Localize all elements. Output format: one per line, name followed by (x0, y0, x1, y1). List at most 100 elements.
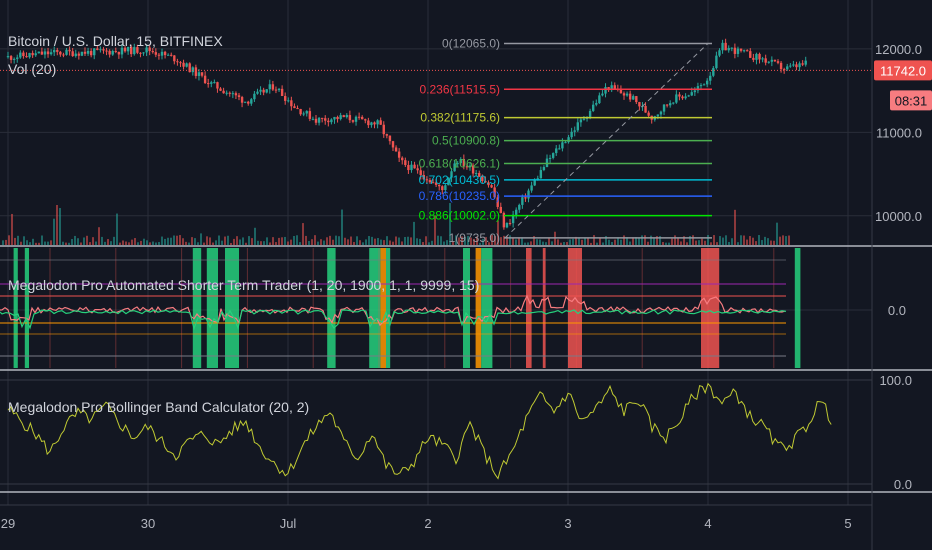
volume-bar (752, 237, 754, 245)
candle-body (496, 197, 499, 207)
candle-body (83, 51, 87, 54)
volume-bar (245, 242, 247, 245)
volume-bar (128, 242, 130, 245)
volume-bar (251, 238, 253, 245)
volume-bar (179, 235, 181, 245)
candle-body (481, 176, 484, 181)
candle-body (157, 54, 161, 56)
candle-body (65, 49, 68, 55)
candle-body (582, 118, 586, 120)
candle-body (709, 75, 712, 81)
candle-body (166, 54, 170, 56)
candle-body (453, 163, 456, 172)
candle-body (558, 148, 561, 150)
candle-body (613, 85, 616, 89)
volume-bar (218, 235, 220, 245)
candle-body (573, 130, 576, 132)
candle-body (428, 180, 432, 183)
volume-bar (191, 237, 193, 245)
volume-bar (770, 240, 772, 245)
fib-trend-line (504, 43, 709, 239)
candle-body (505, 223, 509, 228)
candle-body (259, 89, 262, 92)
volume-bar (698, 240, 700, 245)
volume-bar (344, 237, 346, 245)
candle-body (804, 60, 807, 65)
volume-bar (500, 237, 502, 245)
candle-body (644, 105, 647, 113)
volume-bar (164, 238, 166, 245)
candle-body (9, 56, 13, 60)
volume-bar (278, 237, 280, 245)
candle-body (277, 88, 281, 91)
volume-bar (314, 235, 316, 245)
candle-body (515, 209, 518, 215)
volume-bar (359, 240, 361, 245)
volume-bar (737, 242, 739, 245)
volume-bar (356, 236, 358, 245)
candle-body (786, 66, 789, 70)
volume-bar (95, 241, 97, 245)
candle-body (28, 52, 31, 58)
candle-body (31, 52, 34, 56)
candle-body (530, 185, 533, 191)
volume-bar (182, 238, 184, 245)
volume-bar (257, 240, 259, 245)
volume-bar (206, 236, 208, 245)
candle-body (234, 93, 238, 96)
time-tick-label: 30 (141, 516, 155, 531)
volume-bar (377, 238, 379, 245)
candle-body (404, 160, 407, 166)
volume-bar (104, 241, 106, 245)
candle-body (361, 116, 364, 120)
candle-body (394, 147, 398, 152)
candle-body (163, 51, 167, 56)
candle-body (207, 83, 210, 85)
candle-body (662, 104, 666, 112)
volume-bar (170, 237, 172, 245)
volume-bar (203, 242, 205, 245)
candle-body (99, 49, 102, 51)
volume-bar (458, 237, 460, 245)
candle-body (425, 179, 429, 181)
volume-bar (671, 238, 673, 245)
volume-bar (413, 221, 415, 245)
candle-body (742, 50, 746, 52)
candle-body (185, 63, 188, 67)
indicator1-legend: Megalodon Pro Automated Shorter Term Tra… (8, 277, 479, 293)
candle-body (647, 112, 650, 116)
candle-body (693, 90, 697, 93)
candle-body (536, 178, 539, 180)
volume-bar (236, 236, 238, 245)
candle-body (265, 89, 268, 93)
candle-body (327, 120, 330, 123)
volume-bar (227, 235, 229, 245)
volume-bar (269, 242, 271, 245)
candle-body (416, 168, 419, 171)
candle-body (407, 165, 410, 171)
volume-bar (512, 237, 514, 245)
volume-bar (65, 242, 67, 245)
candle-body (240, 97, 244, 103)
candle-body (564, 142, 567, 144)
volume-bar (386, 236, 388, 245)
volume-bar (755, 241, 757, 245)
volume-bar (536, 239, 538, 245)
volume-bar (161, 236, 163, 245)
time-tick-label: 4 (704, 516, 711, 531)
candle-body (382, 124, 385, 135)
signal-zone (13, 248, 18, 368)
volume-bar (197, 242, 199, 245)
volume-bar (122, 240, 124, 245)
candle-body (625, 93, 629, 96)
candle-body (761, 58, 764, 60)
volume-bar (20, 241, 22, 245)
volume-bar (284, 236, 286, 245)
volume-bar (29, 242, 31, 245)
candle-body (302, 113, 305, 115)
volume-bar (341, 209, 343, 245)
candle-body (659, 111, 663, 115)
candle-body (555, 148, 558, 154)
candle-body (311, 118, 315, 120)
candle-body (271, 84, 275, 90)
